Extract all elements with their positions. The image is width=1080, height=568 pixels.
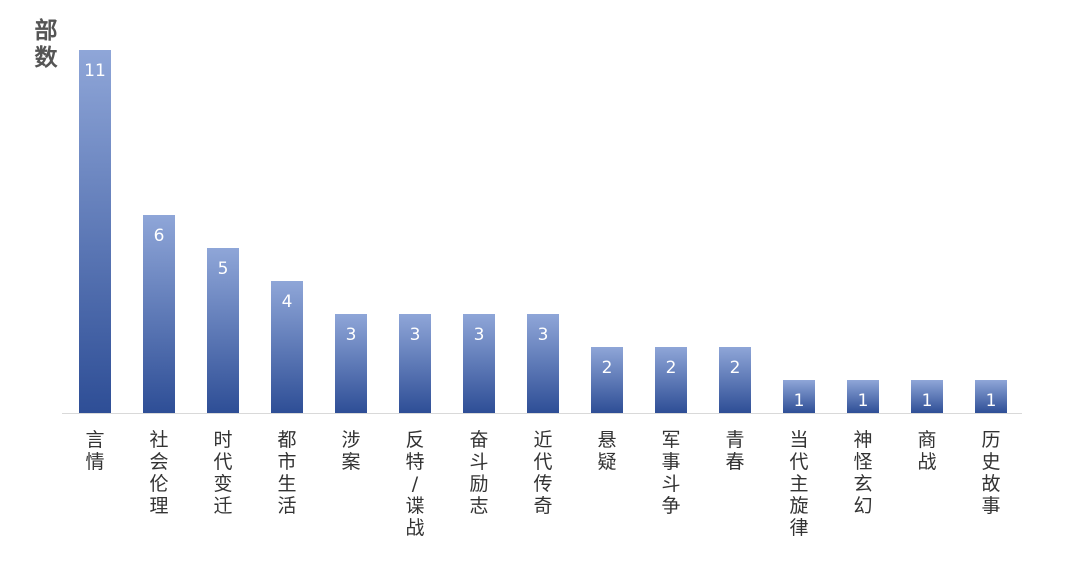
- bar-value-label-7: 3: [538, 325, 549, 345]
- category-label-0: 言情: [85, 429, 104, 473]
- category-label-14: 历史故事: [981, 429, 1000, 517]
- category-label-6: 奋斗励志: [469, 429, 488, 517]
- bar-value-label-12: 1: [858, 391, 869, 411]
- bar-value-label-1: 6: [154, 226, 165, 246]
- bar-2: [207, 248, 239, 413]
- bar-value-label-5: 3: [410, 325, 421, 345]
- category-label-12: 神怪玄幻: [853, 429, 872, 517]
- bar-value-label-6: 3: [474, 325, 485, 345]
- bar-14: [975, 380, 1007, 413]
- category-label-1: 社会伦理: [149, 429, 168, 517]
- bar-value-label-8: 2: [602, 358, 613, 378]
- category-label-3: 都市生活: [277, 429, 296, 517]
- bar-9: [655, 347, 687, 413]
- bar-8: [591, 347, 623, 413]
- y-axis-label: 部数: [34, 18, 58, 71]
- bar-3: [271, 281, 303, 413]
- bar-11: [783, 380, 815, 413]
- category-label-13: 商战: [917, 429, 936, 473]
- bar-5: [399, 314, 431, 413]
- bar-0: [79, 50, 111, 413]
- category-label-4: 涉案: [341, 429, 360, 473]
- bar-7: [527, 314, 559, 413]
- bar-value-label-4: 3: [346, 325, 357, 345]
- category-label-7: 近代传奇: [533, 429, 552, 517]
- bar-13: [911, 380, 943, 413]
- bar-value-label-2: 5: [218, 259, 229, 279]
- category-labels-layer: 言情 社会伦理 时代变迁 都市生活 涉案 反特/谍战 奋斗励志 近代传奇 悬疑 军事斗争 青春 当代主…: [85, 429, 1000, 539]
- bar-4: [335, 314, 367, 413]
- category-label-11: 当代主旋律: [789, 429, 808, 539]
- category-label-2: 时代变迁: [213, 429, 232, 517]
- bar-value-label-9: 2: [666, 358, 677, 378]
- bar-12: [847, 380, 879, 413]
- category-label-10: 青春: [725, 429, 744, 473]
- bar-value-label-10: 2: [730, 358, 741, 378]
- category-label-5: 反特/谍战: [405, 429, 424, 539]
- bar-value-label-3: 4: [282, 292, 293, 312]
- bar-6: [463, 314, 495, 413]
- bar-value-label-0: 11: [84, 61, 106, 81]
- bar-value-label-11: 1: [794, 391, 805, 411]
- bar-10: [719, 347, 751, 413]
- bar-value-label-13: 1: [922, 391, 933, 411]
- bar-value-label-14: 1: [986, 391, 997, 411]
- category-label-8: 悬疑: [597, 429, 616, 473]
- category-label-9: 军事斗争: [661, 429, 680, 517]
- bar-1: [143, 215, 175, 413]
